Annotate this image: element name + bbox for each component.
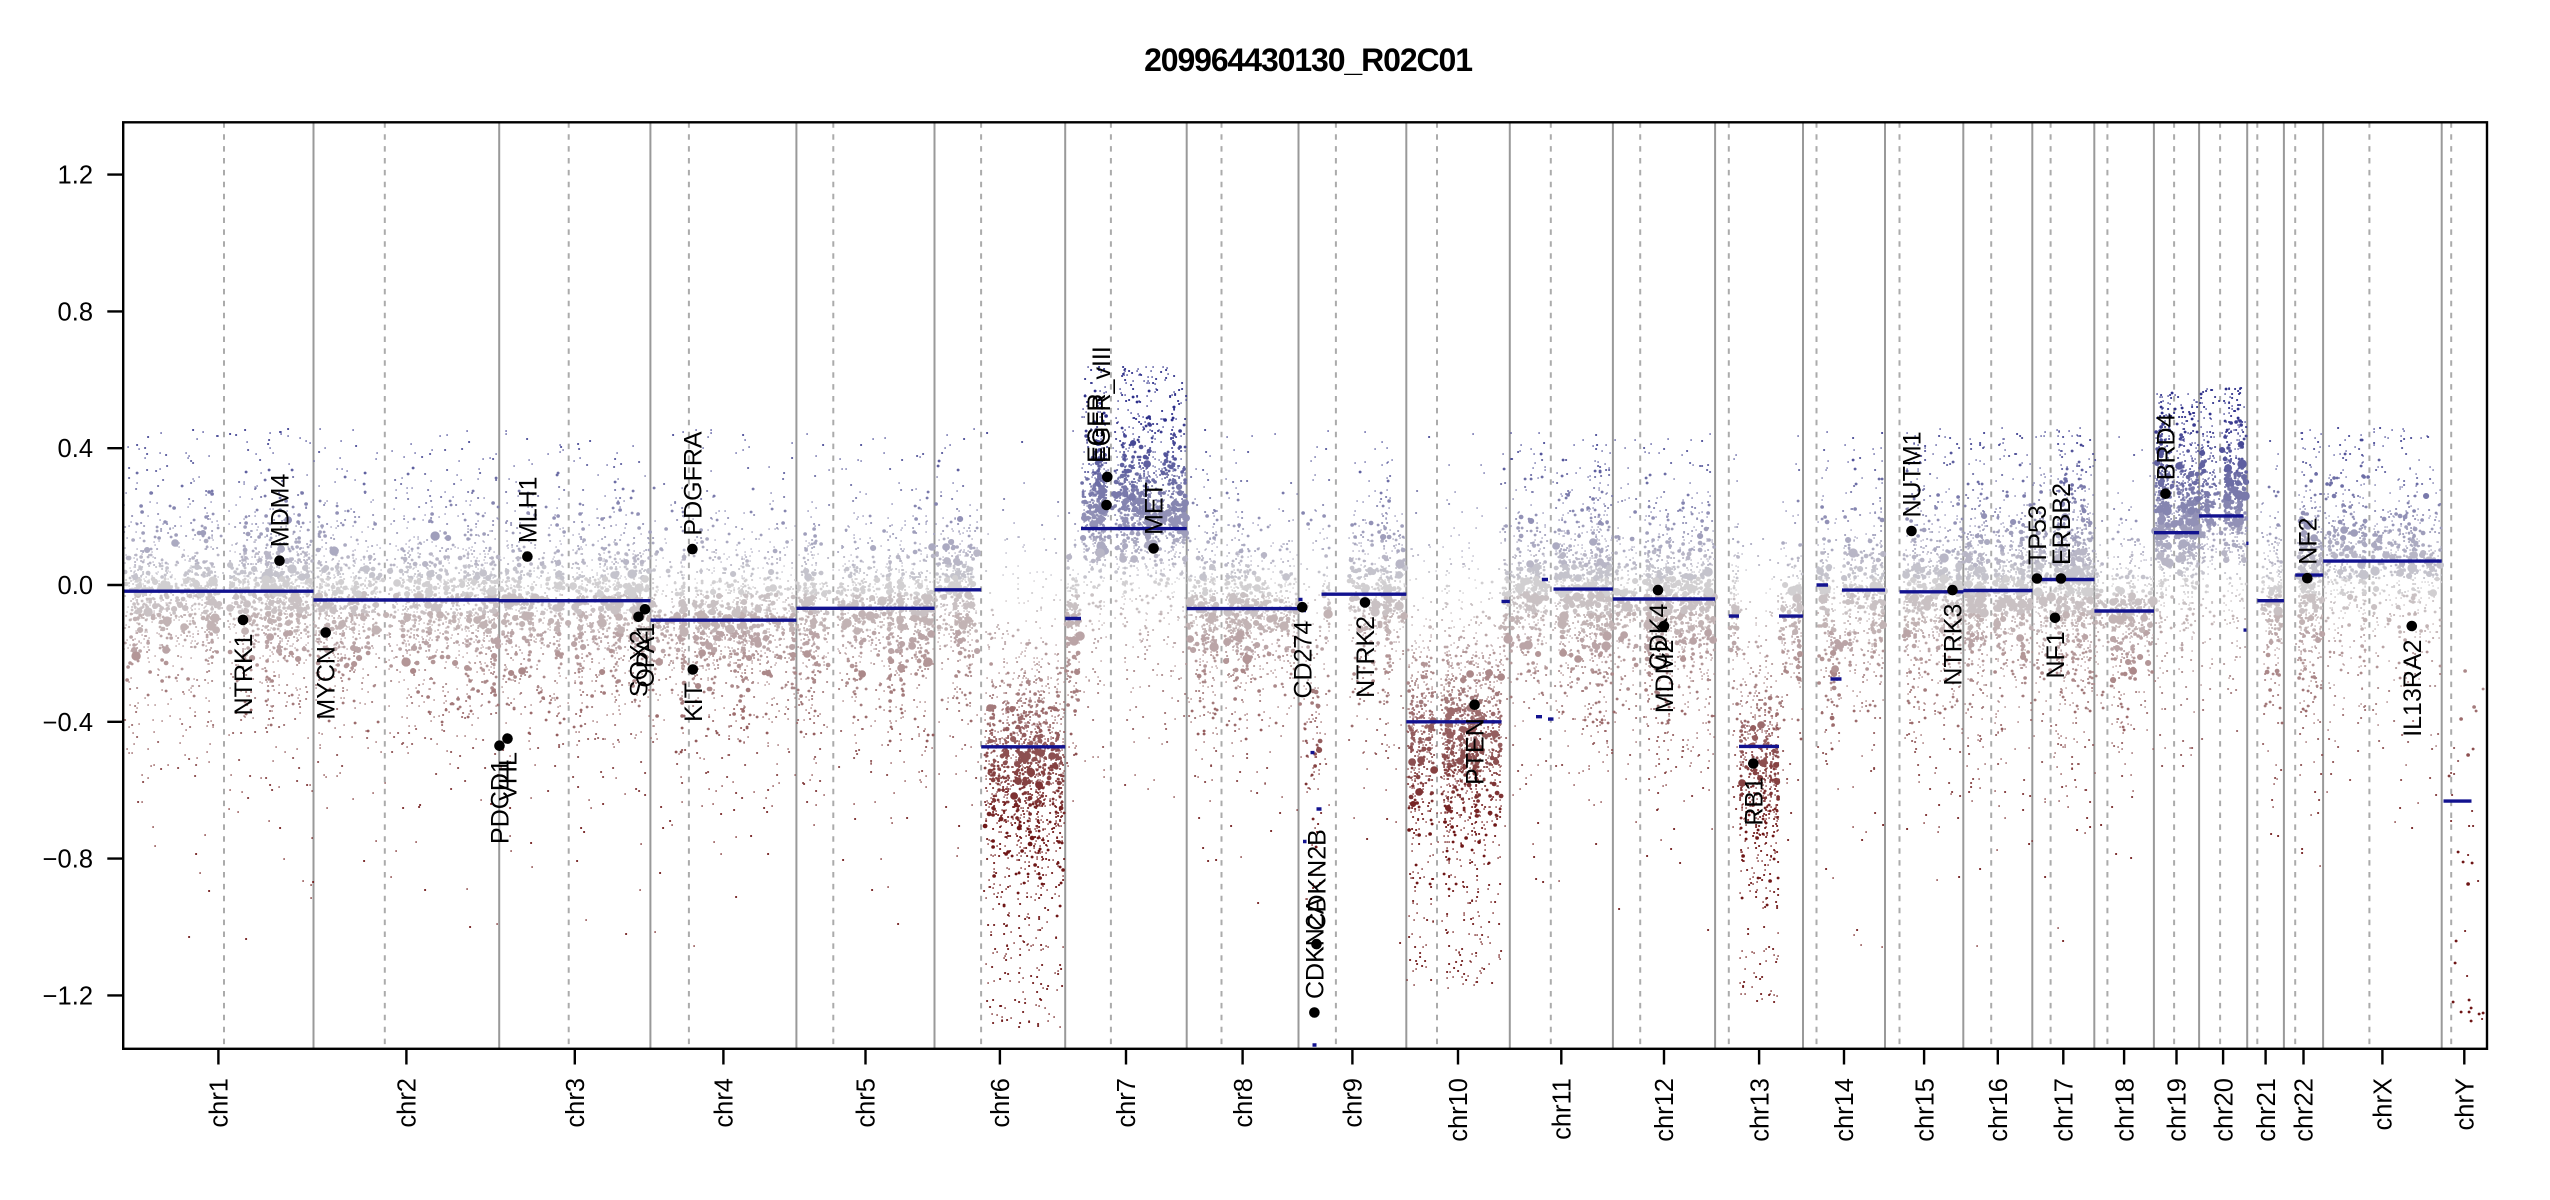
svg-text:0.0: 0.0 <box>58 572 93 600</box>
svg-text:chr20: chr20 <box>2210 1078 2238 1142</box>
svg-text:chr22: chr22 <box>2291 1078 2319 1142</box>
svg-text:PDGFRA: PDGFRA <box>679 431 707 536</box>
svg-text:chr14: chr14 <box>1831 1078 1859 1142</box>
svg-text:RB1: RB1 <box>1740 777 1768 826</box>
svg-text:0.8: 0.8 <box>58 298 93 326</box>
svg-text:chr1: chr1 <box>206 1078 234 1128</box>
svg-text:TP53: TP53 <box>2024 505 2052 565</box>
svg-text:−0.8: −0.8 <box>43 846 93 874</box>
svg-text:chr12: chr12 <box>1651 1078 1679 1142</box>
svg-text:MLH1: MLH1 <box>514 476 542 543</box>
svg-text:NTRK3: NTRK3 <box>1940 604 1968 686</box>
svg-text:chr21: chr21 <box>2253 1078 2281 1142</box>
svg-text:CDKN2B: CDKN2B <box>1304 829 1332 930</box>
svg-text:CD274: CD274 <box>1289 621 1317 699</box>
svg-text:chr18: chr18 <box>2111 1078 2139 1142</box>
svg-text:chr10: chr10 <box>1445 1078 1473 1142</box>
svg-text:MDM2: MDM2 <box>1651 640 1679 714</box>
svg-text:CDKN2A: CDKN2A <box>1301 897 1329 999</box>
svg-text:chr4: chr4 <box>711 1078 739 1128</box>
svg-text:NTRK1: NTRK1 <box>230 633 258 715</box>
svg-text:IL13RA2: IL13RA2 <box>2399 640 2427 737</box>
svg-text:−0.4: −0.4 <box>43 709 93 737</box>
svg-text:NF2: NF2 <box>2294 517 2322 564</box>
svg-text:209964430130_R02C01: 209964430130_R02C01 <box>1144 42 1472 78</box>
svg-text:chr3: chr3 <box>562 1078 590 1128</box>
svg-text:chr7: chr7 <box>1113 1078 1141 1128</box>
svg-text:NUTM1: NUTM1 <box>1899 431 1927 517</box>
svg-text:ERBB2: ERBB2 <box>2048 483 2076 565</box>
svg-text:SOX2: SOX2 <box>626 630 654 697</box>
svg-text:chr15: chr15 <box>1911 1078 1939 1142</box>
svg-text:chr2: chr2 <box>394 1078 422 1128</box>
svg-text:VHL: VHL <box>495 752 523 801</box>
svg-text:KIT: KIT <box>680 683 708 722</box>
svg-text:EGFR: EGFR <box>1083 393 1111 462</box>
svg-text:MET: MET <box>1141 482 1169 535</box>
svg-text:CDK4: CDK4 <box>1645 604 1673 671</box>
svg-text:chr17: chr17 <box>2051 1078 2079 1142</box>
svg-text:chr9: chr9 <box>1340 1078 1368 1128</box>
svg-text:NTRK2: NTRK2 <box>1352 616 1380 698</box>
svg-text:0.4: 0.4 <box>58 435 93 463</box>
svg-text:chrY: chrY <box>2452 1078 2480 1130</box>
svg-text:NF1: NF1 <box>2042 631 2070 678</box>
svg-text:MDM4: MDM4 <box>267 473 295 547</box>
svg-text:OPA1: OPA1 <box>632 623 660 688</box>
svg-text:−1.2: −1.2 <box>43 982 93 1010</box>
svg-text:MYCN: MYCN <box>313 646 341 720</box>
svg-text:chr5: chr5 <box>853 1078 881 1128</box>
svg-text:chr13: chr13 <box>1746 1078 1774 1142</box>
svg-text:1.2: 1.2 <box>58 162 93 190</box>
svg-text:EGFR_vIII: EGFR_vIII <box>1088 346 1116 463</box>
svg-text:PTEN: PTEN <box>1462 718 1490 785</box>
svg-text:chr8: chr8 <box>1230 1078 1258 1128</box>
svg-text:chrX: chrX <box>2370 1078 2398 1130</box>
svg-text:PDCD1: PDCD1 <box>487 759 515 844</box>
svg-text:chr11: chr11 <box>1549 1078 1577 1140</box>
svg-text:chr6: chr6 <box>987 1078 1015 1128</box>
svg-text:BRD4: BRD4 <box>2153 413 2181 480</box>
svg-text:chr16: chr16 <box>1985 1078 2013 1142</box>
svg-text:chr19: chr19 <box>2164 1078 2192 1142</box>
